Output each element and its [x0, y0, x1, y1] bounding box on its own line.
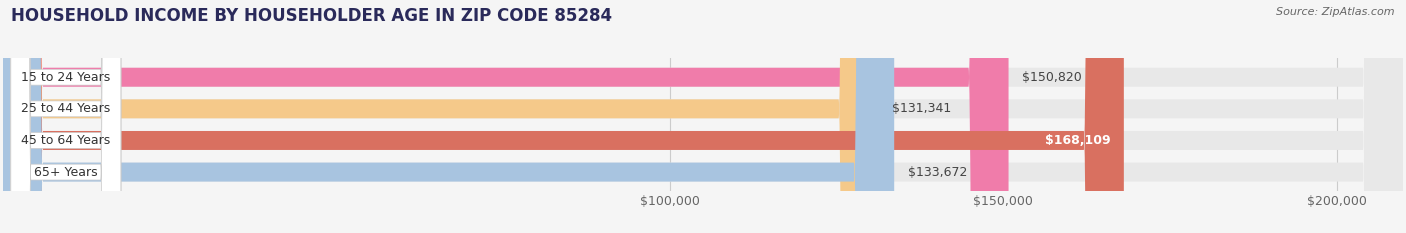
FancyBboxPatch shape: [3, 0, 1008, 233]
Text: $150,820: $150,820: [1022, 71, 1081, 84]
FancyBboxPatch shape: [11, 0, 121, 233]
Text: 45 to 64 Years: 45 to 64 Years: [21, 134, 111, 147]
FancyBboxPatch shape: [3, 0, 894, 233]
FancyBboxPatch shape: [3, 0, 879, 233]
Text: 65+ Years: 65+ Years: [34, 166, 97, 178]
Text: $133,672: $133,672: [907, 166, 967, 178]
Text: $131,341: $131,341: [891, 102, 952, 115]
Text: 15 to 24 Years: 15 to 24 Years: [21, 71, 111, 84]
FancyBboxPatch shape: [11, 0, 121, 233]
FancyBboxPatch shape: [3, 0, 1403, 233]
FancyBboxPatch shape: [11, 0, 121, 233]
FancyBboxPatch shape: [3, 0, 1403, 233]
FancyBboxPatch shape: [3, 0, 1123, 233]
Text: $168,109: $168,109: [1045, 134, 1111, 147]
Text: 25 to 44 Years: 25 to 44 Years: [21, 102, 111, 115]
FancyBboxPatch shape: [11, 0, 121, 233]
Text: Source: ZipAtlas.com: Source: ZipAtlas.com: [1277, 7, 1395, 17]
FancyBboxPatch shape: [3, 0, 1403, 233]
Text: HOUSEHOLD INCOME BY HOUSEHOLDER AGE IN ZIP CODE 85284: HOUSEHOLD INCOME BY HOUSEHOLDER AGE IN Z…: [11, 7, 613, 25]
FancyBboxPatch shape: [3, 0, 1403, 233]
